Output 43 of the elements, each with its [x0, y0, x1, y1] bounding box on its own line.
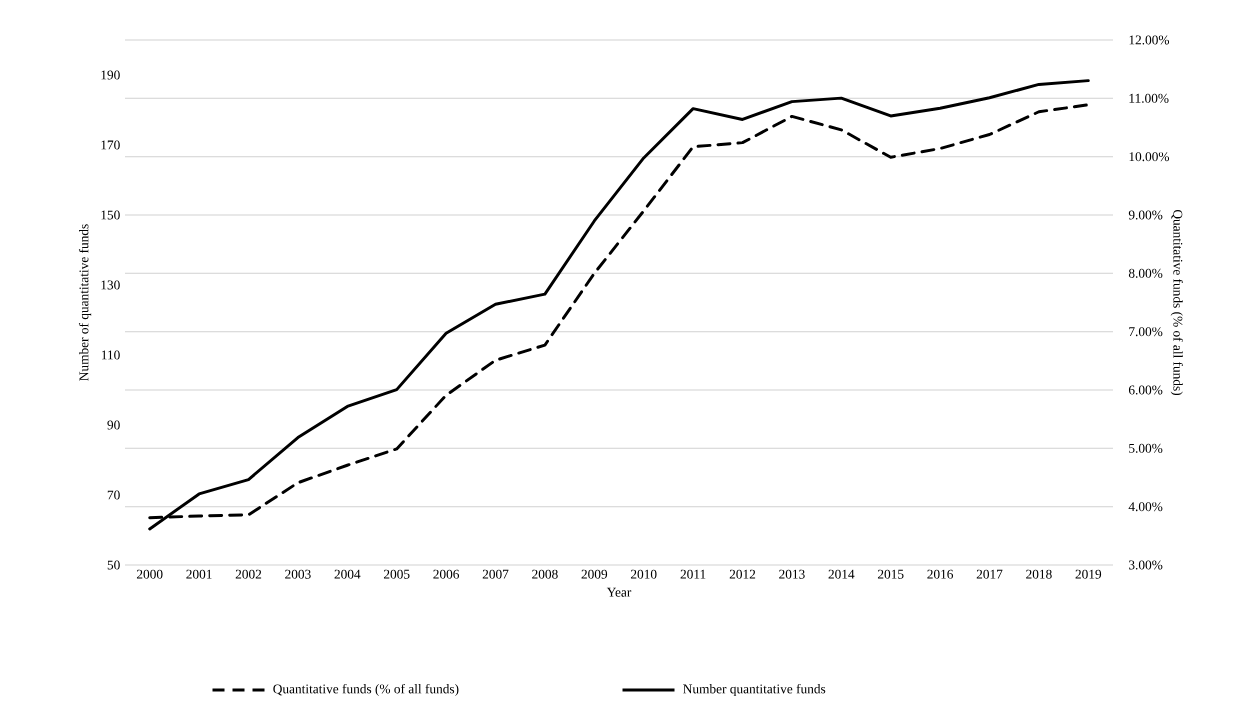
y-tick-label: 130 — [101, 280, 120, 290]
x-tick-label: 2018 — [1026, 569, 1052, 579]
y-tick-label: 110 — [101, 350, 120, 360]
x-tick-label: 2001 — [186, 569, 212, 579]
x-tick-label: 2008 — [532, 569, 558, 579]
x-tick-label: 2011 — [680, 569, 706, 579]
x-tick-label: 2004 — [334, 569, 361, 579]
y2-tick-label: 3.00% — [1129, 560, 1163, 570]
y2-tick-label: 10.00% — [1129, 152, 1170, 162]
y-tick-label: 70 — [107, 490, 120, 500]
y2-tick-label: 8.00% — [1128, 268, 1163, 278]
y2-tick-label: 4.00% — [1128, 502, 1163, 512]
x-axis-title: Year — [606, 587, 632, 597]
y-tick-label: 150 — [101, 210, 120, 220]
y-axis-title: Number of quantitative funds — [78, 224, 92, 381]
y2-tick-label: 12.00% — [1129, 35, 1170, 45]
x-tick-label: 2010 — [630, 569, 657, 579]
x-tick-label: 2015 — [877, 569, 904, 579]
y-tick-label: 170 — [101, 140, 120, 150]
y2-tick-label: 5.00% — [1129, 443, 1163, 453]
x-tick-label: 2003 — [285, 569, 311, 579]
y2-tick-label: 6.00% — [1128, 385, 1163, 395]
legend-label: Number quantitative funds — [683, 683, 826, 697]
x-tick-label: 2014 — [828, 569, 855, 579]
y-tick-label: 90 — [107, 420, 120, 430]
x-tick-label: 2002 — [235, 569, 262, 579]
x-tick-label: 2017 — [976, 569, 1003, 579]
x-tick-label: 2005 — [383, 569, 410, 579]
x-tick-label: 2016 — [927, 569, 954, 579]
x-tick-label: 2007 — [482, 569, 509, 579]
y2-tick-label: 9.00% — [1128, 210, 1163, 220]
x-tick-label: 2009 — [581, 569, 608, 579]
x-tick-label: 2006 — [433, 569, 460, 579]
x-tick-label: 2000 — [136, 569, 163, 579]
y2-tick-label: 11.00% — [1129, 93, 1169, 103]
x-tick-label: 2019 — [1075, 569, 1102, 579]
y-tick-label: 50 — [107, 560, 120, 570]
x-tick-label: 2012 — [729, 569, 756, 579]
y2-tick-label: 7.00% — [1129, 327, 1163, 337]
y-tick-label: 190 — [101, 70, 120, 80]
y2-axis-title: Quantitative funds (% of all funds) — [1170, 209, 1183, 396]
legend-label: Quantitative funds (% of all funds) — [273, 683, 459, 697]
x-tick-label: 2013 — [779, 569, 805, 579]
